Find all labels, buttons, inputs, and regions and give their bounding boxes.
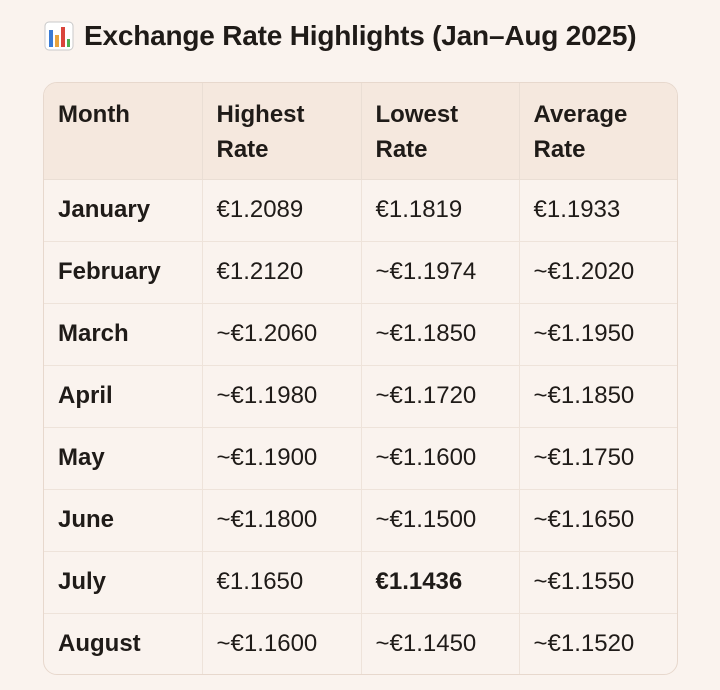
column-header-highest-rate: Highest Rate [202, 83, 362, 180]
cell-lowest: ~€1.1600 [361, 427, 520, 490]
cell-month: April [44, 365, 203, 428]
page-header: Exchange Rate Highlights (Jan–Aug 2025) [44, 16, 637, 56]
cell-highest: ~€1.1800 [202, 489, 362, 552]
cell-average: ~€1.1850 [519, 365, 677, 428]
cell-average: ~€1.1650 [519, 489, 677, 552]
table-row: January €1.2089 €1.1819 €1.1933 [44, 179, 677, 242]
cell-month: January [44, 179, 203, 242]
cell-lowest: ~€1.1500 [361, 489, 520, 552]
cell-lowest: ~€1.1850 [361, 303, 520, 366]
column-header-month: Month [44, 83, 203, 180]
cell-highest: €1.2120 [202, 241, 362, 304]
table-row: June ~€1.1800 ~€1.1500 ~€1.1650 [44, 489, 677, 552]
cell-lowest: ~€1.1450 [361, 613, 520, 674]
cell-average: €1.1933 [519, 179, 677, 242]
cell-month: August [44, 613, 203, 674]
table-row: August ~€1.1600 ~€1.1450 ~€1.1520 [44, 613, 677, 674]
exchange-rate-table: Month Highest Rate Lowest Rate Average R… [43, 82, 678, 675]
cell-highest: €1.1650 [202, 551, 362, 614]
cell-lowest-highlight: €1.1436 [361, 551, 520, 614]
cell-highest: ~€1.1980 [202, 365, 362, 428]
cell-month: February [44, 241, 203, 304]
cell-highest: ~€1.2060 [202, 303, 362, 366]
cell-month: May [44, 427, 203, 490]
cell-highest: ~€1.1600 [202, 613, 362, 674]
cell-average: ~€1.1520 [533, 630, 635, 658]
table-row: March ~€1.2060 ~€1.1850 ~€1.1950 [44, 303, 677, 366]
table-row: February €1.2120 ~€1.1974 ~€1.2020 [44, 241, 677, 304]
cell-month: June [44, 489, 203, 552]
cell-average: ~€1.1750 [519, 427, 677, 490]
page-title: Exchange Rate Highlights (Jan–Aug 2025) [84, 20, 637, 51]
table-row: July €1.1650 €1.1436 ~€1.1550 [44, 551, 677, 614]
cell-month: March [44, 303, 203, 366]
table-row: April ~€1.1980 ~€1.1720 ~€1.1850 [44, 365, 677, 428]
bar-chart-icon [44, 21, 74, 51]
cell-highest: €1.2089 [202, 179, 362, 242]
column-header-average-rate: Average Rate [519, 83, 677, 180]
cell-average: ~€1.1950 [519, 303, 677, 366]
cell-average: ~€1.1550 [519, 551, 677, 614]
cell-lowest: €1.1819 [361, 179, 520, 242]
cell-average: ~€1.2020 [519, 241, 677, 304]
table-header-row: Month Highest Rate Lowest Rate Average R… [44, 83, 677, 180]
column-header-lowest-rate: Lowest Rate [361, 83, 520, 180]
table-row: May ~€1.1900 ~€1.1600 ~€1.1750 [44, 427, 677, 490]
cell-lowest: ~€1.1720 [361, 365, 520, 428]
cell-lowest: ~€1.1974 [361, 241, 520, 304]
cell-month: July [44, 551, 203, 614]
cell-highest: ~€1.1900 [202, 427, 362, 490]
